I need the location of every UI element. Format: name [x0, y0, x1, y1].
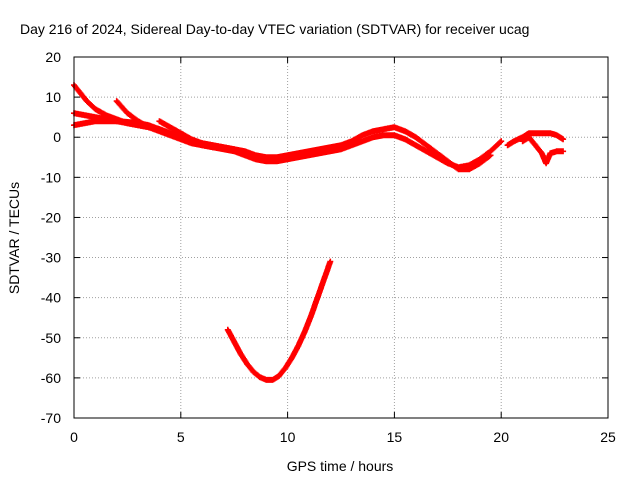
y-tick-label: -10 [41, 169, 61, 185]
data-series-track-h [224, 258, 334, 383]
x-tick-label: 5 [177, 429, 185, 445]
plot-frame [73, 56, 609, 419]
y-tick-label: 10 [45, 89, 61, 105]
data-series-track-e [156, 118, 270, 163]
y-tick-label: -60 [41, 370, 61, 386]
y-tick-label: -50 [41, 330, 61, 346]
y-tick-label: -70 [41, 410, 61, 426]
x-tick-label: 25 [600, 429, 616, 445]
x-tick-label: 15 [387, 429, 403, 445]
y-tick-label: 20 [45, 49, 61, 65]
y-tick-label: -20 [41, 209, 61, 225]
x-tick-label: 20 [493, 429, 509, 445]
y-axis-label: SDTVAR / TECUs [6, 182, 22, 294]
data-series-track-f [504, 130, 567, 149]
x-axis-label: GPS time / hours [287, 458, 394, 474]
data-series-track-g [519, 134, 567, 167]
axis-ticks: 0 5 10 15 20 25 20 10 0 -10 -20 -30 -40 -50 -60 -70 [41, 49, 616, 445]
x-tick-label: 10 [280, 429, 296, 445]
y-tick-label: 0 [53, 129, 61, 145]
x-tick-label: 0 [70, 429, 78, 445]
chart-title: Day 216 of 2024, Sidereal Day-to-day VTE… [20, 21, 529, 37]
y-tick-label: -30 [41, 250, 61, 266]
grid-lines [74, 57, 608, 418]
y-tick-label: -40 [41, 290, 61, 306]
